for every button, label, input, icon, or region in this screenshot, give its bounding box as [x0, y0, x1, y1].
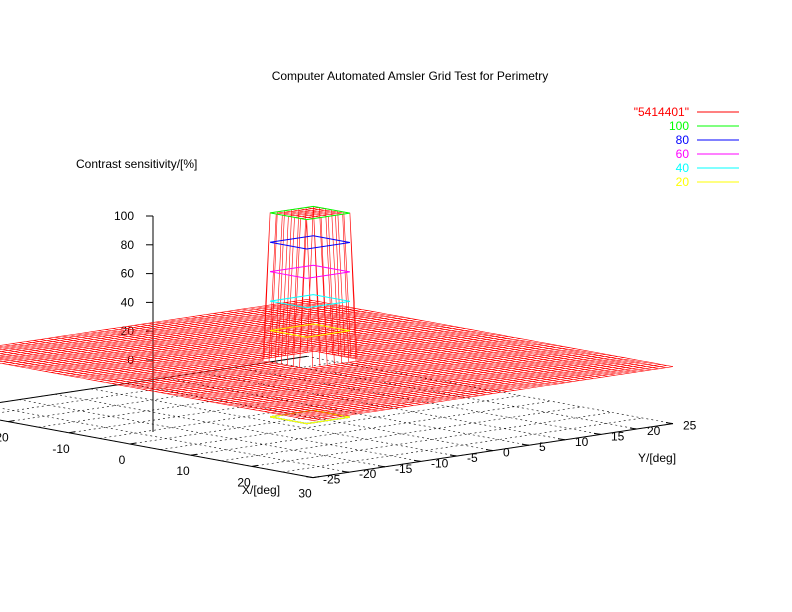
y-tick — [593, 432, 602, 435]
legend-label: 80 — [676, 133, 690, 147]
grid-line — [282, 417, 643, 473]
y-tick — [305, 476, 314, 479]
x-tick — [7, 420, 15, 423]
x-tick — [68, 431, 76, 434]
y-tick-label: -15 — [395, 462, 413, 476]
x-tick-label: 30 — [298, 487, 312, 501]
y-axis-label: Y/[deg] — [638, 451, 676, 465]
x-tick — [129, 442, 137, 445]
y-tick — [665, 422, 674, 425]
grid-line — [99, 384, 460, 439]
axes: -30-20-100102030-25-20-15-10-50510152025… — [0, 209, 697, 501]
grid-line — [251, 412, 613, 467]
grid-line — [18, 399, 386, 468]
grid-line — [0, 407, 350, 473]
grid-line — [7, 367, 369, 422]
y-tick-label: 0 — [503, 446, 510, 460]
x-tick-label: -20 — [0, 431, 9, 445]
y-tick — [341, 470, 350, 473]
y-tick-label: 20 — [647, 424, 661, 438]
y-tick — [485, 449, 494, 452]
grid-line — [38, 372, 399, 428]
chart-title: Computer Automated Amsler Grid Test for … — [272, 69, 549, 83]
grid-line — [54, 393, 422, 462]
contour-100 — [270, 205, 350, 221]
x-tick — [251, 464, 259, 467]
y-tick-label: -20 — [359, 467, 377, 481]
y-tick-label: -5 — [467, 451, 478, 465]
x-tick-label: 20 — [237, 475, 251, 489]
x-tick-label: 0 — [119, 453, 126, 467]
y-tick — [557, 438, 566, 441]
legend-label: 60 — [676, 147, 690, 161]
contour-80 — [270, 235, 350, 250]
x-tick-label: -10 — [52, 442, 70, 456]
z-axis-label: Contrast sensitivity/[%] — [76, 157, 197, 171]
y-tick — [413, 459, 422, 462]
legend-label: 20 — [676, 175, 690, 189]
z-tick-label: 60 — [121, 267, 135, 281]
y-tick-label: -25 — [323, 473, 341, 487]
z-tick-label: 80 — [121, 238, 135, 252]
grid-line — [160, 395, 521, 450]
y-tick-label: -10 — [431, 456, 449, 470]
contour-20 — [270, 323, 350, 338]
z-tick-label: 0 — [127, 353, 134, 367]
y-tick-label: 5 — [539, 440, 546, 454]
y-tick-label: 15 — [611, 429, 625, 443]
x-tick — [190, 453, 198, 456]
contour-60 — [270, 264, 350, 279]
grid-line — [129, 389, 491, 445]
z-tick-label: 100 — [114, 209, 134, 223]
contour-40 — [270, 294, 350, 309]
x-tick-label: 10 — [176, 464, 190, 478]
grid-line — [90, 388, 458, 457]
y-tick-label: 25 — [683, 419, 697, 433]
surface-wireframe — [0, 206, 674, 421]
legend-label: 40 — [676, 161, 690, 175]
x-tick — [312, 476, 320, 479]
grid-line — [221, 406, 582, 462]
surface-mesh — [0, 205, 674, 421]
x-axis-label: X/[deg] — [242, 483, 280, 497]
y-tick — [521, 443, 530, 446]
grid-line — [0, 361, 338, 413]
y-tick — [629, 427, 638, 430]
y-tick-label: 10 — [575, 435, 589, 449]
grid-line — [68, 378, 430, 434]
grid-line — [190, 400, 552, 456]
y-tick — [449, 454, 458, 457]
legend-label: 100 — [669, 119, 689, 133]
y-tick — [377, 465, 386, 468]
legend-label: "5414401" — [634, 105, 689, 119]
z-tick-label: 40 — [121, 295, 135, 309]
